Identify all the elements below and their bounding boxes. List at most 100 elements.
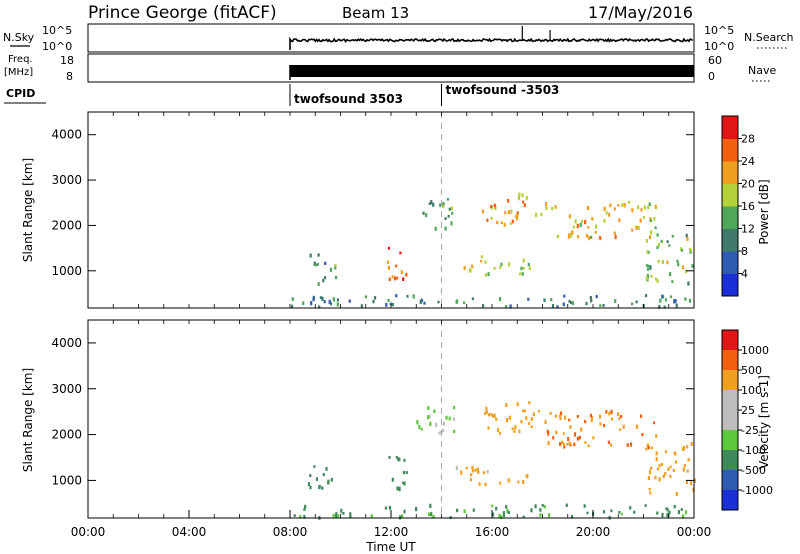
scatter-cell	[395, 456, 398, 459]
scatter-cell	[572, 225, 575, 229]
scatter-cell	[480, 259, 483, 263]
scatter-cell	[530, 417, 533, 422]
scatter-cell	[520, 420, 523, 424]
scatter-cell	[589, 296, 592, 300]
nsearch-tick-bottom: 10^0	[704, 40, 734, 53]
scatter-cell	[623, 203, 626, 208]
scatter-cell	[598, 236, 602, 240]
power-y-axis: 1000 2000 3000 4000	[51, 112, 694, 308]
scatter-cell	[627, 200, 631, 204]
scatter-cell	[664, 450, 668, 454]
scatter-cell	[687, 281, 690, 286]
scatter-cell	[309, 485, 312, 490]
scatter-cell	[669, 295, 673, 299]
scatter-cell	[681, 265, 685, 270]
scatter-cell	[682, 445, 686, 451]
scatter-cell	[334, 265, 337, 270]
scatter-cell	[656, 467, 660, 471]
scatter-cell	[626, 443, 629, 447]
scatter-cell	[434, 226, 437, 231]
scatter-cell	[463, 266, 466, 271]
scatter-cell	[589, 413, 593, 418]
scatter-cell	[310, 301, 313, 306]
scatter-cell	[386, 260, 389, 264]
scatter-cell	[666, 240, 669, 244]
scatter-cell	[515, 215, 518, 218]
scatter-cell	[403, 458, 406, 462]
scatter-cell	[657, 259, 660, 264]
scatter-cell	[656, 246, 659, 250]
scatter-cell	[608, 411, 611, 416]
scatter-cell	[693, 478, 696, 483]
scatter-cell	[613, 231, 616, 235]
scatter-cell	[516, 213, 519, 217]
scatter-cell	[620, 415, 623, 419]
scatter-cell	[388, 456, 391, 459]
scatter-cell	[622, 424, 625, 429]
scatter-cell	[498, 431, 501, 435]
scatter-cell	[610, 409, 613, 415]
scatter-cell	[519, 272, 522, 276]
colorbar-segment	[722, 430, 738, 451]
scatter-cell	[617, 204, 620, 207]
scatter-cell	[658, 477, 661, 482]
scatter-cell	[576, 436, 579, 441]
scatter-cell	[687, 458, 690, 462]
scatter-cell	[327, 479, 330, 483]
scatter-cell	[648, 202, 651, 207]
scatter-cell	[676, 259, 679, 263]
scatter-cell	[523, 203, 526, 208]
scatter-cell	[453, 429, 456, 434]
scatter-cell	[645, 447, 648, 451]
scatter-cell	[486, 218, 489, 222]
scatter-cell	[645, 264, 648, 267]
scatter-cell	[595, 294, 598, 299]
time-tick-label: 00:00	[677, 525, 712, 539]
nsky-trace	[289, 36, 693, 50]
scatter-cell	[584, 219, 587, 225]
scatter-cell	[428, 414, 431, 419]
scatter-cell	[484, 260, 487, 264]
scatter-cell	[677, 262, 680, 267]
scatter-cell	[654, 204, 657, 210]
scatter-cell	[495, 417, 498, 421]
scatter-cell	[603, 423, 606, 428]
scatter-cell	[318, 484, 321, 489]
colorbar-segment	[722, 206, 738, 229]
scatter-cell	[618, 511, 621, 514]
scatter-cell	[609, 203, 612, 208]
y-tick-label: 1000	[51, 264, 82, 278]
scatter-cell	[647, 264, 650, 268]
scatter-cell	[647, 205, 650, 209]
scatter-cell	[304, 504, 307, 509]
scatter-cell	[655, 457, 658, 462]
scatter-cell	[680, 247, 683, 251]
scatter-cell	[566, 442, 569, 446]
scatter-cell	[493, 267, 496, 270]
scatter-cell	[540, 212, 543, 217]
scatter-cell	[517, 480, 520, 484]
scatter-cell	[660, 239, 663, 243]
scatter-cell	[522, 200, 525, 204]
scatter-cell	[499, 297, 502, 302]
scatter-cell	[303, 508, 306, 511]
scatter-cell	[299, 515, 302, 519]
scatter-cell	[391, 477, 394, 482]
scatter-cell	[385, 302, 388, 307]
y-tick-label: 3000	[51, 173, 82, 187]
colorbar-tick-label: 20	[741, 178, 755, 191]
scatter-cell	[664, 298, 668, 302]
scatter-cell	[599, 304, 602, 307]
scatter-cell	[654, 226, 657, 230]
scatter-cell	[675, 492, 678, 496]
scatter-cell	[562, 442, 565, 446]
scatter-cell	[637, 205, 640, 210]
scatter-cell	[432, 202, 435, 207]
scatter-cell	[522, 515, 525, 519]
scatter-cell	[680, 249, 684, 252]
scatter-cell	[360, 304, 363, 308]
scatter-cell	[527, 297, 530, 301]
colorbar-segment	[722, 450, 738, 471]
scatter-cell	[539, 508, 542, 512]
scatter-cell	[635, 225, 638, 230]
